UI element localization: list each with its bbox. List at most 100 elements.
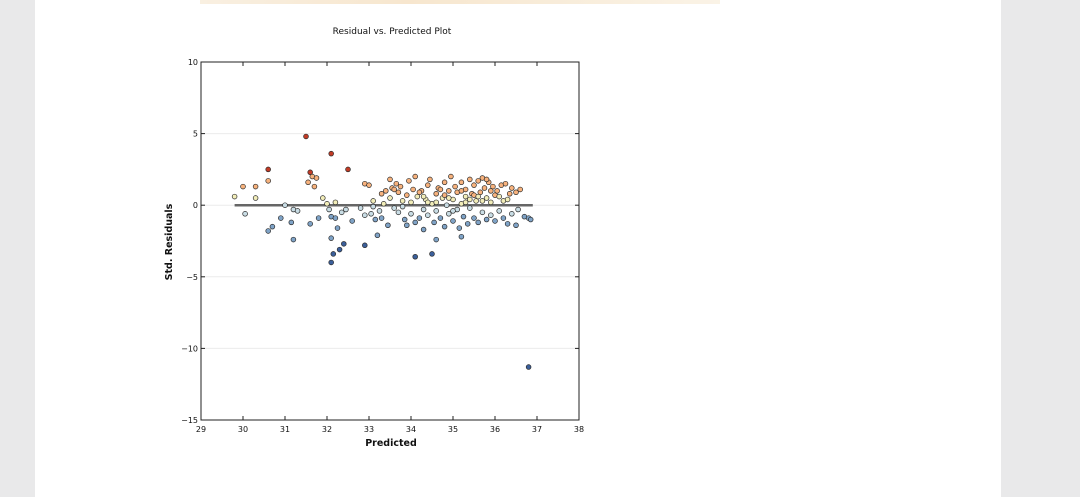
data-point	[525, 364, 532, 370]
data-point	[404, 222, 410, 228]
grid-lines	[201, 133, 579, 349]
data-point	[450, 218, 456, 224]
data-point	[441, 192, 448, 198]
data-point	[509, 185, 515, 191]
data-point	[368, 211, 374, 217]
data-point	[313, 175, 320, 181]
data-point	[324, 201, 330, 207]
data-point	[328, 150, 334, 157]
data-point	[332, 215, 339, 221]
data-point	[471, 215, 477, 221]
data-point	[397, 183, 404, 190]
data-point	[269, 223, 276, 230]
data-point	[265, 166, 271, 173]
data-point	[513, 222, 519, 228]
chart-title: Residual vs. Predicted Plot	[333, 27, 452, 37]
data-point	[416, 189, 423, 196]
data-point	[288, 219, 295, 226]
data-point	[467, 196, 473, 203]
data-point	[385, 222, 391, 228]
page-top-band	[200, 0, 720, 4]
y-axis-label: Std. Residuals	[164, 203, 175, 280]
data-point	[483, 195, 490, 201]
data-point	[305, 179, 311, 186]
document-page: Residual vs. Predicted Plot 29 30 31 32 33 34…	[35, 0, 1001, 497]
data-point	[437, 186, 444, 193]
data-point	[332, 199, 339, 206]
axis-ticks: 29 30 31 32 33 34 35 36 37 38 10 5 0 −5 −10 −15	[181, 58, 584, 434]
data-point	[406, 178, 412, 184]
data-point	[334, 225, 341, 231]
data-point	[504, 196, 511, 203]
x-axis-label: Predicted	[365, 438, 417, 449]
data-point	[328, 259, 334, 266]
data-point	[437, 215, 444, 221]
data-point	[391, 186, 397, 193]
data-point	[370, 203, 376, 210]
data-point	[450, 208, 456, 214]
y-tick-label: −15	[181, 416, 198, 425]
data-point	[374, 232, 381, 239]
data-point	[408, 199, 414, 206]
data-point	[307, 169, 313, 176]
data-point	[446, 188, 452, 194]
data-point	[282, 202, 288, 208]
data-point	[372, 216, 379, 223]
data-point	[431, 219, 437, 226]
data-point	[433, 199, 439, 206]
data-point	[473, 198, 479, 204]
data-point	[393, 180, 400, 187]
data-point	[441, 179, 448, 186]
data-point	[458, 233, 465, 240]
data-point	[343, 206, 349, 213]
data-point	[433, 208, 439, 214]
x-tick-label: 29	[196, 425, 206, 434]
data-point	[425, 212, 431, 218]
data-point	[441, 223, 448, 230]
data-point	[420, 193, 427, 200]
y-tick-label: 10	[188, 58, 198, 67]
data-point	[479, 209, 486, 216]
data-point	[401, 216, 408, 223]
data-point	[425, 182, 431, 188]
x-tick-label: 36	[490, 425, 500, 434]
data-point	[320, 195, 326, 201]
data-point	[488, 199, 494, 206]
data-point	[458, 188, 465, 194]
data-point	[376, 208, 383, 214]
data-point	[326, 206, 332, 213]
data-point	[290, 236, 297, 243]
data-point	[395, 189, 402, 196]
data-point	[383, 188, 389, 194]
data-point	[513, 189, 519, 196]
data-point	[278, 215, 284, 221]
data-point	[378, 190, 385, 197]
data-point	[412, 219, 418, 226]
data-point	[408, 211, 414, 217]
data-point	[265, 228, 271, 234]
data-point	[420, 226, 427, 233]
x-tick-label: 37	[532, 425, 542, 434]
data-point	[467, 205, 473, 211]
data-point	[443, 202, 450, 208]
data-point	[488, 212, 494, 218]
x-tick-label: 33	[364, 425, 374, 434]
data-point	[517, 186, 523, 193]
data-point	[338, 209, 345, 216]
data-point	[452, 183, 458, 190]
data-point	[412, 254, 418, 260]
data-point	[412, 173, 418, 180]
data-point	[462, 193, 469, 200]
data-point	[433, 190, 439, 197]
x-tick-label: 35	[448, 425, 458, 434]
data-point	[515, 206, 521, 213]
data-point	[265, 178, 271, 184]
data-point	[366, 182, 372, 188]
data-point	[328, 235, 334, 241]
y-tick-label: −10	[181, 344, 198, 353]
data-point	[433, 236, 439, 243]
data-point	[475, 178, 481, 184]
data-point	[427, 176, 433, 183]
data-point	[509, 211, 515, 217]
data-point	[410, 186, 416, 193]
